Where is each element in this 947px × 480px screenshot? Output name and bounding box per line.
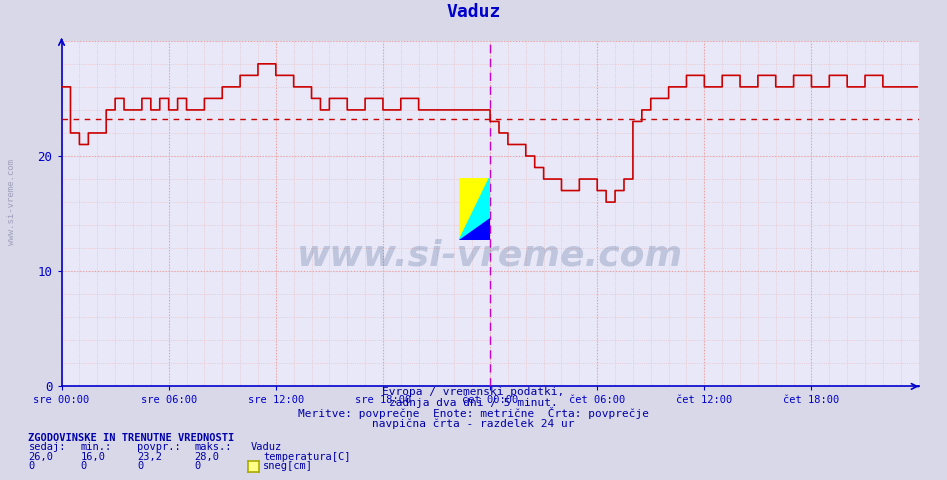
Text: min.:: min.: — [80, 442, 112, 452]
Text: sneg[cm]: sneg[cm] — [263, 461, 313, 471]
Text: navpična črta - razdelek 24 ur: navpična črta - razdelek 24 ur — [372, 419, 575, 429]
Text: zadnja dva dni / 5 minut.: zadnja dva dni / 5 minut. — [389, 397, 558, 408]
Text: 16,0: 16,0 — [80, 452, 105, 462]
Text: 0: 0 — [28, 461, 35, 471]
Text: sedaj:: sedaj: — [28, 442, 66, 452]
Text: www.si-vreme.com: www.si-vreme.com — [297, 238, 683, 272]
Polygon shape — [459, 178, 490, 240]
Text: Vaduz: Vaduz — [446, 3, 501, 21]
Text: maks.:: maks.: — [194, 442, 232, 452]
Text: 0: 0 — [80, 461, 87, 471]
Text: Vaduz: Vaduz — [251, 442, 282, 452]
Text: Meritve: povprečne  Enote: metrične  Črta: povprečje: Meritve: povprečne Enote: metrične Črta:… — [298, 407, 649, 419]
Polygon shape — [459, 178, 490, 240]
Text: 0: 0 — [137, 461, 144, 471]
Text: 0: 0 — [194, 461, 201, 471]
Text: ZGODOVINSKE IN TRENUTNE VREDNOSTI: ZGODOVINSKE IN TRENUTNE VREDNOSTI — [28, 432, 235, 443]
Text: Evropa / vremenski podatki,: Evropa / vremenski podatki, — [383, 386, 564, 396]
Text: 23,2: 23,2 — [137, 452, 162, 462]
Polygon shape — [459, 218, 490, 240]
Text: povpr.:: povpr.: — [137, 442, 181, 452]
Text: 26,0: 26,0 — [28, 452, 53, 462]
Text: temperatura[C]: temperatura[C] — [263, 452, 350, 462]
Text: www.si-vreme.com: www.si-vreme.com — [7, 158, 16, 245]
Text: 28,0: 28,0 — [194, 452, 219, 462]
